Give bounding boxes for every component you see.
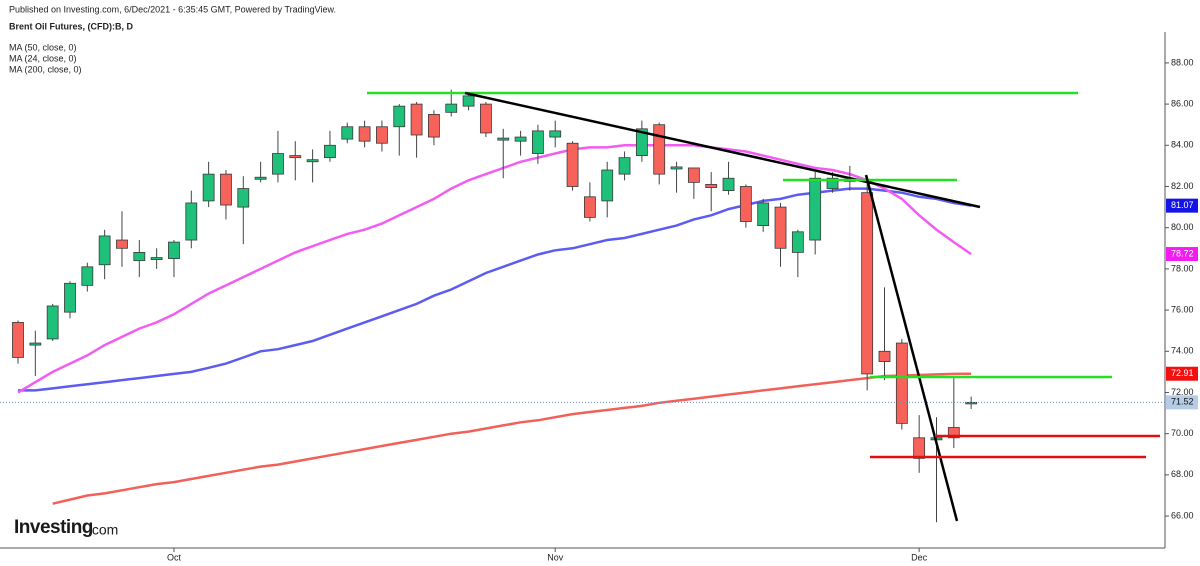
candle-body: [895, 342, 908, 424]
candle-body: [497, 137, 510, 141]
candle-body: [462, 95, 475, 107]
y-tick-label: 66.00: [1171, 510, 1194, 520]
candle-body: [254, 176, 267, 180]
candle-body: [739, 186, 752, 222]
candle-body: [358, 126, 371, 142]
chart-header: Published on Investing.com, 6/Dec/2021 -…: [9, 4, 336, 14]
price-tag: [1166, 395, 1198, 410]
candle-body: [12, 322, 24, 358]
y-tick-label: 82.00: [1171, 181, 1194, 191]
trendline: [864, 174, 959, 522]
candle-body: [878, 350, 891, 362]
logo: Investing: [14, 517, 93, 538]
candle-body: [168, 241, 180, 259]
candle-body: [410, 103, 423, 136]
y-tick-label: 76.00: [1171, 304, 1194, 314]
ma-lines: [17, 144, 972, 505]
candles: [12, 89, 978, 523]
candle-body: [272, 153, 284, 175]
candle-body: [618, 157, 631, 175]
candle-body: [687, 167, 700, 183]
candle-body: [549, 130, 562, 138]
candle-body: [185, 202, 198, 241]
price-tag: [1166, 366, 1198, 381]
candle-body: [635, 128, 648, 156]
candle-body: [480, 103, 492, 134]
legend-entry: MA (24, close, 0): [9, 53, 77, 63]
candle-body: [913, 437, 926, 459]
candle-body: [601, 169, 614, 202]
candle-body: [670, 166, 683, 170]
y-tick-label: 70.00: [1171, 428, 1194, 438]
logo-suffix: .com: [88, 522, 118, 538]
candle-body: [757, 202, 770, 227]
x-tick-label: Oct: [167, 552, 182, 562]
chart-title: Brent Oil Futures, (CFD):B, D: [9, 21, 133, 31]
candle-body: [566, 142, 579, 187]
y-tick-label: 72.00: [1171, 387, 1194, 397]
price-tag-label: 71.52: [1171, 397, 1194, 407]
candle-body: [532, 130, 544, 154]
candle-body: [393, 105, 406, 128]
candle-body: [150, 257, 163, 261]
candle-body: [220, 173, 232, 206]
price-tag: [1166, 198, 1198, 213]
y-tick-label: 68.00: [1171, 469, 1194, 479]
candle-body: [428, 113, 440, 138]
candle-body: [341, 126, 354, 140]
candle-body: [64, 282, 76, 313]
candle-body: [116, 239, 128, 249]
candle-body: [705, 184, 718, 188]
candle-body: [237, 188, 250, 208]
candle-body: [376, 126, 388, 144]
y-tick-label: 86.00: [1171, 98, 1194, 108]
x-tick-label: Nov: [547, 552, 564, 562]
drawings: [367, 91, 1160, 522]
price-tag-label: 81.07: [1171, 200, 1194, 210]
trendline: [464, 91, 981, 209]
candle-body: [445, 103, 458, 113]
candle-body: [653, 124, 666, 175]
candle-body: [133, 252, 146, 262]
y-tick-label: 80.00: [1171, 222, 1194, 232]
candle-body: [791, 231, 804, 253]
y-tick-label: 78.00: [1171, 263, 1194, 273]
candle-body: [774, 206, 787, 249]
candle-body: [324, 144, 336, 159]
candle-body: [289, 155, 302, 159]
candle-body: [722, 177, 735, 192]
moving-average: [17, 144, 972, 394]
y-tick-label: 88.00: [1171, 57, 1194, 67]
x-tick-label: Dec: [911, 552, 928, 562]
price-tag-label: 78.72: [1171, 248, 1194, 258]
candle-body: [514, 136, 527, 142]
candle-body: [98, 235, 111, 266]
price-tag: [1166, 247, 1198, 262]
candle-body: [306, 159, 319, 163]
y-tick-label: 84.00: [1171, 140, 1194, 150]
candle-body: [965, 401, 978, 405]
moving-average: [18, 187, 972, 392]
candle-body: [947, 427, 960, 439]
candle-body: [583, 196, 596, 218]
candle-body: [826, 177, 839, 189]
candle-body: [202, 173, 215, 202]
price-tag-label: 72.91: [1171, 368, 1194, 378]
candle-body: [29, 342, 42, 346]
y-tick-label: 74.00: [1171, 346, 1194, 356]
candle-body: [46, 305, 59, 340]
legend-entry: MA (50, close, 0): [9, 42, 77, 52]
candle-body: [809, 177, 822, 241]
legend-entry: MA (200, close, 0): [9, 64, 82, 74]
candle-body: [861, 192, 874, 375]
candle-body: [81, 266, 94, 286]
moving-average: [52, 372, 972, 505]
